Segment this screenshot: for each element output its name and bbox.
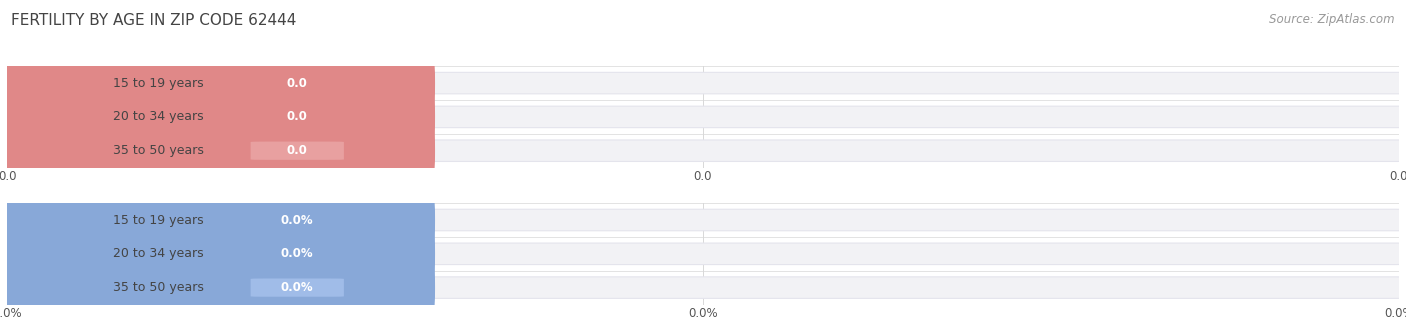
- FancyBboxPatch shape: [250, 278, 344, 297]
- Text: 35 to 50 years: 35 to 50 years: [112, 144, 204, 157]
- FancyBboxPatch shape: [0, 72, 1406, 94]
- Ellipse shape: [0, 0, 434, 331]
- FancyBboxPatch shape: [18, 277, 276, 298]
- Text: Source: ZipAtlas.com: Source: ZipAtlas.com: [1270, 13, 1395, 26]
- Text: FERTILITY BY AGE IN ZIP CODE 62444: FERTILITY BY AGE IN ZIP CODE 62444: [11, 13, 297, 28]
- Ellipse shape: [0, 0, 434, 331]
- Ellipse shape: [0, 0, 434, 331]
- FancyBboxPatch shape: [18, 73, 276, 93]
- Ellipse shape: [0, 0, 434, 331]
- Text: 0.0%: 0.0%: [281, 213, 314, 226]
- Text: 0.0%: 0.0%: [281, 281, 314, 294]
- FancyBboxPatch shape: [0, 277, 1406, 298]
- Text: 15 to 19 years: 15 to 19 years: [112, 76, 204, 90]
- FancyBboxPatch shape: [250, 108, 344, 126]
- Text: 20 to 34 years: 20 to 34 years: [112, 247, 204, 260]
- FancyBboxPatch shape: [0, 140, 1406, 162]
- Text: 20 to 34 years: 20 to 34 years: [112, 111, 204, 123]
- FancyBboxPatch shape: [250, 142, 344, 160]
- Ellipse shape: [0, 0, 434, 331]
- Text: 0.0: 0.0: [287, 76, 308, 90]
- Ellipse shape: [0, 0, 434, 331]
- FancyBboxPatch shape: [0, 243, 1406, 264]
- FancyBboxPatch shape: [250, 211, 344, 229]
- FancyBboxPatch shape: [250, 245, 344, 263]
- Text: 15 to 19 years: 15 to 19 years: [112, 213, 204, 226]
- Text: 0.0%: 0.0%: [281, 247, 314, 260]
- Text: 0.0: 0.0: [287, 111, 308, 123]
- FancyBboxPatch shape: [0, 106, 1406, 128]
- FancyBboxPatch shape: [18, 244, 276, 264]
- FancyBboxPatch shape: [18, 107, 276, 127]
- FancyBboxPatch shape: [18, 210, 276, 230]
- FancyBboxPatch shape: [0, 209, 1406, 231]
- FancyBboxPatch shape: [18, 141, 276, 161]
- Text: 0.0: 0.0: [287, 144, 308, 157]
- Text: 35 to 50 years: 35 to 50 years: [112, 281, 204, 294]
- FancyBboxPatch shape: [250, 74, 344, 92]
